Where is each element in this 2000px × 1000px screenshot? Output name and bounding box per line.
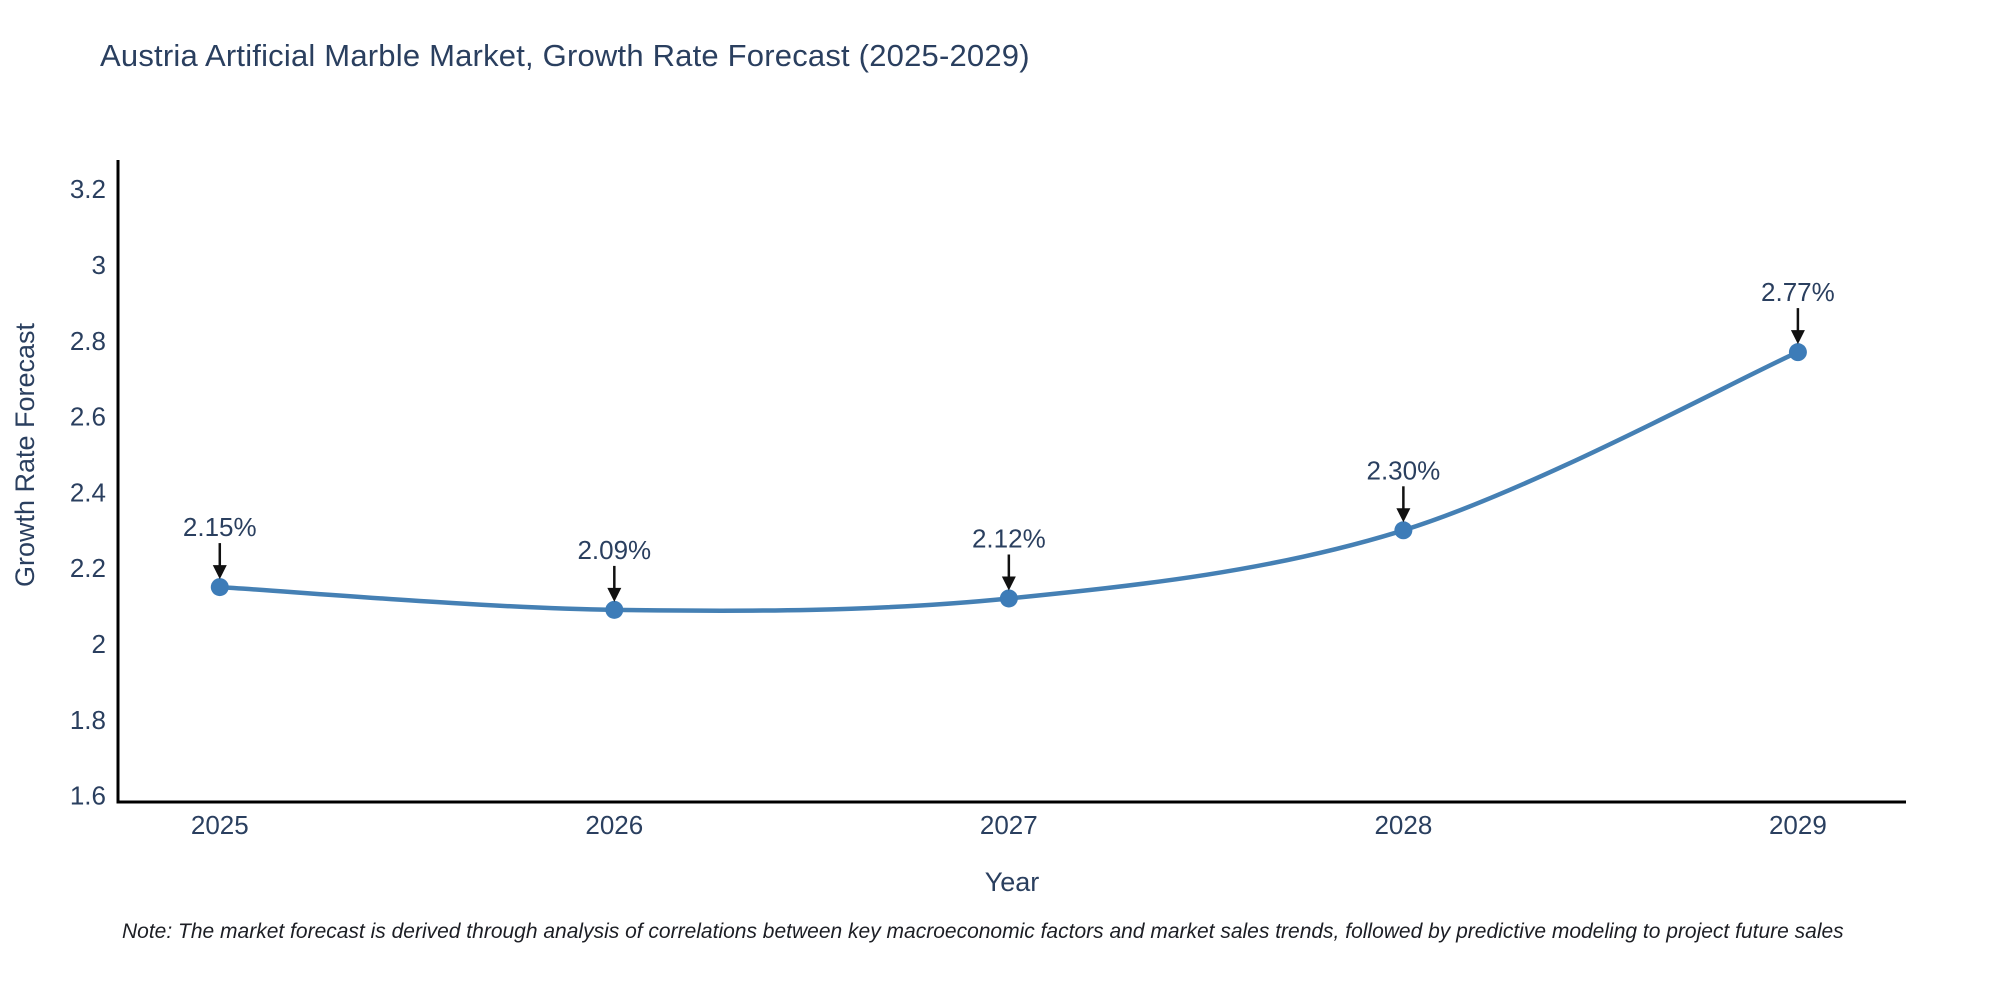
- annotation-label-2028: 2.30%: [1367, 455, 1441, 485]
- data-point-2027: [999, 589, 1018, 608]
- x-axis-title: Year: [985, 867, 1040, 897]
- y-tick-label: 1.6: [70, 781, 106, 811]
- data-point-2028: [1394, 521, 1413, 540]
- annotation-label-2029: 2.77%: [1761, 277, 1835, 307]
- x-tick-label: 2025: [191, 810, 249, 840]
- y-tick-label: 2.2: [70, 553, 106, 583]
- y-tick-label: 2.8: [70, 326, 106, 356]
- annotation-arrowhead-icon: [212, 565, 227, 580]
- annotation-arrowhead-icon: [607, 587, 622, 602]
- line-chart-plot-area: Growth Rate Forecast Year 2.15% 2.09% 2.12…: [10, 160, 1906, 897]
- annotation-label-2026: 2.09%: [577, 535, 651, 565]
- x-tick-label: 2026: [585, 810, 643, 840]
- annotation-label-2025: 2.15%: [183, 512, 257, 542]
- x-tick-label: 2027: [980, 810, 1038, 840]
- annotation-arrowhead-icon: [1001, 576, 1016, 591]
- y-tick-label: 3.2: [70, 174, 106, 204]
- chart-generated-layer: 2.15% 2.09% 2.12% 2.30% 2.77% 1.6 1.8 2 2.2 2.4 2.…: [70, 160, 1906, 840]
- y-tick-label: 3: [92, 250, 106, 280]
- chart-title: Austria Artificial Marble Market, Growth…: [100, 38, 1030, 73]
- annotation-arrowhead-icon: [1396, 508, 1411, 523]
- data-point-2026: [605, 600, 624, 619]
- data-point-2025: [210, 578, 229, 597]
- x-tick-label: 2028: [1374, 810, 1432, 840]
- y-tick-label: 1.8: [70, 705, 106, 735]
- y-tick-label: 2: [92, 629, 106, 659]
- y-axis-title: Growth Rate Forecast: [10, 322, 40, 587]
- data-point-2029: [1788, 343, 1807, 362]
- footnote: Note: The market forecast is derived thr…: [122, 920, 1844, 943]
- annotation-label-2027: 2.12%: [972, 524, 1046, 554]
- annotation-arrowhead-icon: [1790, 330, 1805, 345]
- x-tick-label: 2029: [1769, 810, 1827, 840]
- y-tick-label: 2.4: [70, 477, 106, 507]
- y-tick-label: 2.6: [70, 402, 106, 432]
